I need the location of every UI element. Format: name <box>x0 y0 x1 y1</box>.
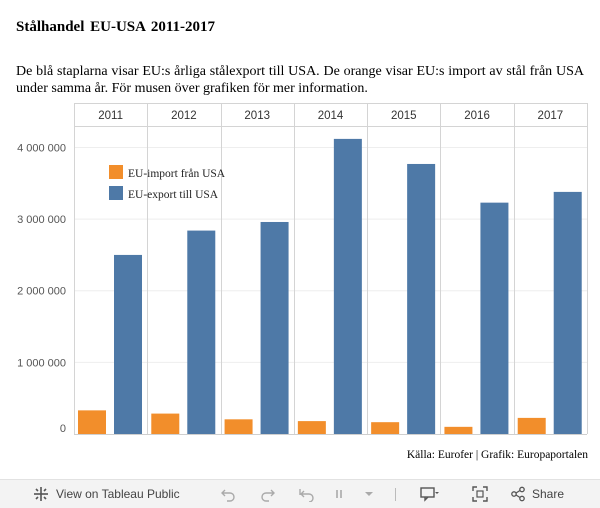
bar-import[interactable] <box>517 417 546 434</box>
category-label: 2013 <box>244 110 270 122</box>
category-label: 2015 <box>391 110 417 122</box>
legend-label: EU-import från USA <box>128 167 226 180</box>
category-label: 2017 <box>538 110 564 122</box>
redo-icon <box>261 489 275 502</box>
comment-icon <box>420 487 439 502</box>
category-label: 2016 <box>464 110 490 122</box>
bar-export[interactable] <box>114 254 142 434</box>
bar-import[interactable] <box>78 410 106 434</box>
bar-import[interactable] <box>371 422 400 434</box>
bar-export[interactable] <box>553 191 582 434</box>
more-dropdown[interactable] <box>364 480 374 508</box>
undo-button[interactable] <box>220 480 236 508</box>
y-tick-label: 0 <box>60 423 66 435</box>
caret-down-icon <box>365 492 373 496</box>
comments-button[interactable] <box>420 480 440 508</box>
legend-swatch <box>109 165 123 179</box>
share-label: Share <box>532 487 565 501</box>
bar-import[interactable] <box>444 426 473 434</box>
view-on-tableau-label: View on Tableau Public <box>56 487 180 501</box>
bar-export[interactable] <box>480 202 509 434</box>
bar-export[interactable] <box>187 230 216 434</box>
bar-export[interactable] <box>407 163 436 435</box>
category-label: 2011 <box>98 110 123 122</box>
y-tick-label: 2 000 000 <box>17 286 66 298</box>
redo-button[interactable] <box>260 480 276 508</box>
bar-import[interactable] <box>151 413 180 434</box>
bar-import[interactable] <box>224 419 253 434</box>
y-tick-label: 4 000 000 <box>17 142 66 154</box>
source-credit: Källa: Eurofer | Grafik: Europaportalen <box>406 449 588 461</box>
undo-icon <box>221 489 235 502</box>
revert-button[interactable] <box>298 480 316 508</box>
pause-icon <box>336 490 342 498</box>
fullscreen-icon <box>472 486 488 502</box>
revert-icon <box>299 489 314 502</box>
fullscreen-button[interactable] <box>472 480 488 508</box>
chart-title: Stålhandel EU-USA 2011-2017 <box>16 19 216 35</box>
legend-label: EU-export till USA <box>128 189 219 201</box>
share-button[interactable]: Share <box>510 480 564 508</box>
y-tick-label: 3 000 000 <box>17 214 66 226</box>
toolbar-divider <box>395 488 396 501</box>
view-on-tableau-button[interactable]: View on Tableau Public <box>32 480 180 508</box>
pause-button[interactable] <box>334 480 344 508</box>
bar-chart[interactable]: 2011 2012 2013 2014 2015 2016 2017 0 1 000 000 2 … <box>0 0 600 480</box>
category-label: 2012 <box>171 110 197 122</box>
bar-export[interactable] <box>333 138 362 435</box>
tableau-logo-icon <box>34 487 48 501</box>
tableau-toolbar: View on Tableau Public Share <box>0 479 600 508</box>
bar-import[interactable] <box>297 421 326 434</box>
legend-swatch <box>109 186 123 200</box>
category-label: 2014 <box>318 110 344 122</box>
chart-description: De blå staplarna visar EU:s årliga ståle… <box>16 64 584 96</box>
share-icon <box>511 486 525 502</box>
y-tick-label: 1 000 000 <box>17 357 66 369</box>
bar-export[interactable] <box>260 221 289 434</box>
